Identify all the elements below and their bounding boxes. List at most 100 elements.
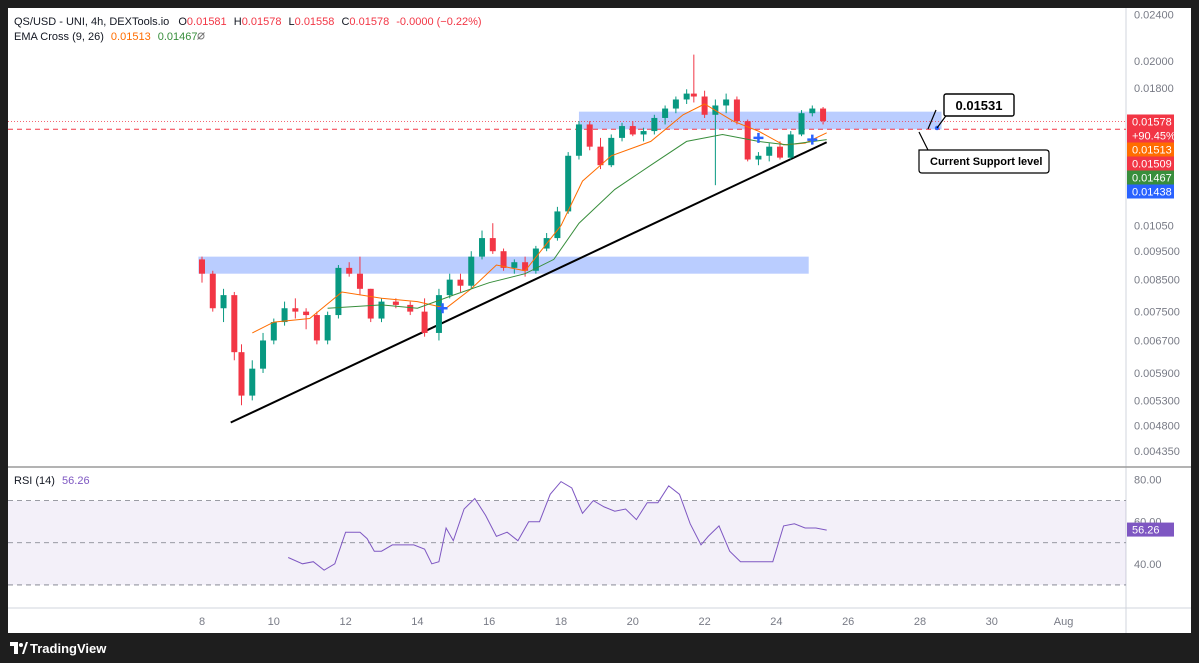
legend-change: -0.0000 (−0.22%) xyxy=(396,16,481,28)
time-tick-label: 28 xyxy=(914,616,926,628)
ema-cross-marker xyxy=(807,134,818,145)
candle-body xyxy=(701,96,708,115)
legend-c-label: C xyxy=(341,16,349,28)
price-badge: +90.45% xyxy=(1127,128,1176,143)
candle xyxy=(712,99,719,186)
price-tick-label: 0.004800 xyxy=(1134,421,1180,433)
candle-body xyxy=(575,124,582,156)
legend-l-value: 0.01558 xyxy=(295,16,335,28)
rsi-badge-text: 56.26 xyxy=(1132,525,1160,537)
price-chart[interactable]: 0.01531 Current Support level 0.02400 0.0… xyxy=(8,8,1191,633)
price-tick-label: 0.02000 xyxy=(1134,56,1174,68)
ema26-legend-value: 0.01467 xyxy=(158,31,198,43)
price-badge: 0.01467 xyxy=(1127,170,1174,185)
candle xyxy=(457,273,464,292)
tradingview-logo-icon[interactable] xyxy=(10,640,28,656)
candle xyxy=(249,360,256,401)
time-tick-label: 12 xyxy=(339,616,351,628)
price-badge-text: 0.01467 xyxy=(1132,172,1172,184)
candle xyxy=(270,318,277,345)
candle xyxy=(733,96,740,125)
candle-body xyxy=(690,93,697,97)
candle xyxy=(690,54,697,103)
ascending-trendline[interactable] xyxy=(230,141,828,424)
ema26-line xyxy=(327,133,827,309)
candle xyxy=(820,107,827,125)
candle-body xyxy=(457,279,464,286)
time-tick-label: 8 xyxy=(199,616,205,628)
candle-body xyxy=(723,99,730,106)
candle xyxy=(554,206,561,241)
rsi-tick-label: 40.00 xyxy=(1134,559,1162,571)
candle xyxy=(468,251,475,289)
candle-body xyxy=(238,352,245,396)
candle-body xyxy=(619,126,626,138)
candle-body xyxy=(281,308,288,323)
time-tick-label: 24 xyxy=(770,616,782,628)
rsi-legend: RSI (14) 56.26 xyxy=(14,475,90,487)
price-badge: 0.01513 xyxy=(1127,142,1174,157)
candle-body xyxy=(479,238,486,257)
price-tick-label: 0.005900 xyxy=(1134,368,1180,380)
candle-body xyxy=(798,113,805,135)
chart-panel: 0.01531 Current Support level 0.02400 0.0… xyxy=(8,8,1191,633)
candle xyxy=(500,248,507,271)
candle xyxy=(220,288,227,323)
price-tick-label: 0.008500 xyxy=(1134,275,1180,287)
candle xyxy=(809,105,816,117)
candle xyxy=(489,223,496,254)
time-tick-label: 18 xyxy=(555,616,567,628)
candle xyxy=(662,105,669,125)
support-label-box[interactable] xyxy=(918,131,1050,174)
candle xyxy=(608,134,615,168)
candle-body xyxy=(421,311,428,333)
candle-body xyxy=(367,288,374,319)
candle-body xyxy=(199,259,205,274)
price-tick-label: 0.01050 xyxy=(1134,221,1174,233)
candle-body xyxy=(324,315,331,341)
time-tick-label: 22 xyxy=(698,616,710,628)
price-tick-label: 0.005300 xyxy=(1134,395,1180,407)
price-tick-label: 0.004350 xyxy=(1134,446,1180,458)
candle xyxy=(292,298,299,319)
tradingview-brand[interactable]: TradingView xyxy=(30,641,107,656)
price-tick-label: 0.006700 xyxy=(1134,335,1180,347)
rsi-legend-value: 56.26 xyxy=(62,475,90,487)
rsi-line xyxy=(287,480,827,571)
time-tick-label: Aug xyxy=(1054,616,1074,628)
candle-body xyxy=(446,279,453,296)
legend-o-label: O xyxy=(178,16,187,28)
price-badge-bg xyxy=(1127,156,1174,171)
legend-line-2: EMA Cross (9, 26) 0.01513 0.01467 xyxy=(14,31,198,43)
legend-l-label: L xyxy=(289,16,295,28)
candle xyxy=(565,152,572,214)
candle-body xyxy=(511,262,518,268)
candle-body xyxy=(629,126,636,135)
candle xyxy=(672,96,679,114)
candle-body xyxy=(744,121,751,160)
candle xyxy=(511,259,518,274)
candle-body xyxy=(500,251,507,268)
candle-body xyxy=(820,108,827,122)
ema-legend-label: EMA Cross (9, 26) xyxy=(14,31,104,43)
price-badge-bg xyxy=(1127,128,1174,143)
price-callout-box[interactable] xyxy=(943,93,1015,117)
candle xyxy=(629,121,636,137)
time-tick-label: 14 xyxy=(411,616,423,628)
candle-body xyxy=(608,137,615,166)
candle-body xyxy=(435,295,442,333)
candle xyxy=(683,89,690,104)
legend-symbol: QS/USD - UNI, 4h, DEXTools.io xyxy=(14,16,169,28)
candle-body xyxy=(522,262,529,271)
candle xyxy=(723,93,730,114)
price-badge-text: 0.01509 xyxy=(1132,158,1172,170)
time-tick-label: 16 xyxy=(483,616,495,628)
support-pointer-line xyxy=(927,109,937,130)
time-tick-label: 20 xyxy=(627,616,639,628)
candle-body xyxy=(787,134,794,158)
eye-off-icon[interactable] xyxy=(197,32,205,40)
candle-body xyxy=(532,248,539,271)
candle-body xyxy=(209,273,216,309)
candle xyxy=(238,344,245,406)
